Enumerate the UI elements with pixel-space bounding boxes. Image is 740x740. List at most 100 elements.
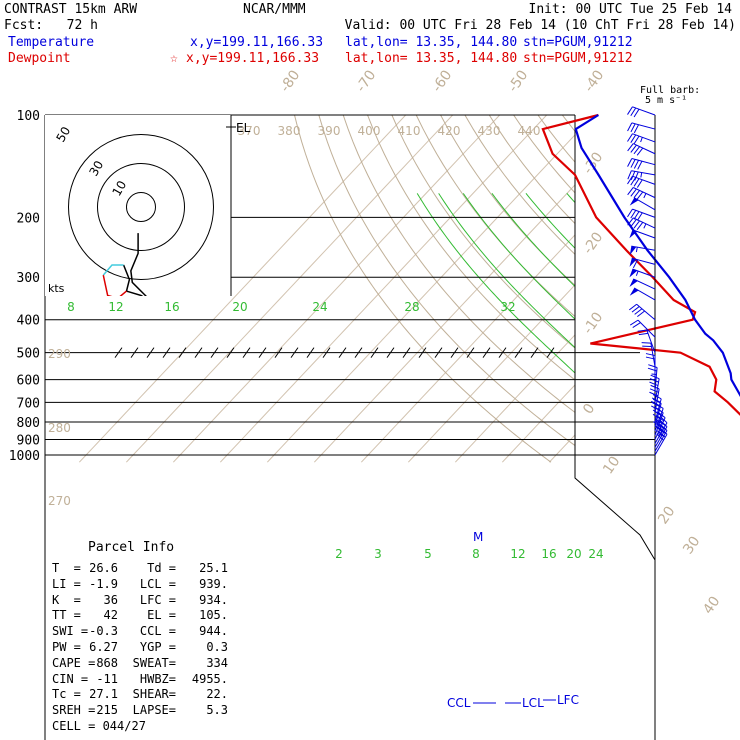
wind-barb	[654, 427, 668, 456]
wind-barb-flag	[629, 229, 638, 239]
wind-barb-half	[657, 432, 662, 437]
wind-barb-full	[630, 219, 637, 227]
wind-barb-full	[659, 420, 668, 428]
wind-barb-shaft	[654, 426, 668, 448]
wind-barb-full	[632, 322, 641, 328]
parcel-info-cell: SHEAR=	[132, 687, 176, 702]
isotherm	[172, 115, 501, 463]
hatch-mark	[114, 347, 123, 358]
wind-barb-full	[653, 421, 662, 428]
parcel-info-cell: CELL = 044/27	[52, 719, 146, 733]
wind-barb-full	[630, 188, 637, 197]
dewpoint-xy: x,y=199.11,166.33	[186, 51, 320, 66]
wind-barb-half	[640, 137, 643, 143]
hodograph-trace-low	[102, 274, 127, 296]
wind-barb-flag	[629, 287, 639, 296]
wind-barb	[629, 229, 656, 239]
wind-barb-shaft	[633, 143, 656, 155]
wind-barb	[654, 420, 668, 448]
wind-barb-full	[637, 329, 647, 332]
hodograph-ring-label: 10	[109, 178, 129, 198]
dewpoint-station: stn=PGUM,91212	[523, 51, 633, 66]
wind-barb-full	[628, 303, 637, 311]
wind-barb-full	[656, 429, 664, 437]
hatch-mark	[498, 347, 507, 358]
wind-barb-full	[633, 220, 640, 229]
wind-barb-full	[633, 124, 640, 134]
wind-barb-full	[647, 367, 657, 372]
lcl-label: LCL	[522, 696, 544, 710]
wind-barb-full	[637, 160, 643, 170]
theta-label: 430	[478, 124, 501, 138]
parcel-info-cell: 215	[96, 703, 118, 718]
isotherm	[78, 115, 407, 463]
wind-barb-full	[650, 374, 660, 380]
wind-barb-full	[633, 146, 640, 155]
wind-barb-full	[656, 422, 664, 430]
wind-barb-full	[633, 190, 640, 199]
isotherm-label: -40	[581, 67, 607, 95]
dry-adiabat	[660, 115, 740, 462]
wind-barb	[627, 143, 656, 156]
el-label: EL	[236, 121, 251, 135]
dry-adiabat	[464, 115, 575, 256]
hatch-mark	[226, 347, 235, 358]
wind-barb-full	[658, 419, 666, 427]
wind-barb-full	[630, 177, 637, 186]
wind-barb-full	[636, 191, 644, 200]
parcel-info-cell: 934.	[199, 592, 228, 607]
wind-barb-full	[630, 171, 636, 181]
parcel-info-cell: 6.27	[89, 640, 118, 654]
wind-barb-full	[627, 143, 634, 152]
hatch-mark	[418, 347, 427, 358]
wind-barb	[629, 319, 656, 338]
parcel-info-cell: CAPE =	[52, 655, 96, 670]
mixing-ratio-label: 3	[374, 547, 382, 561]
parcel-info-title: Parcel Info	[88, 540, 175, 555]
wind-barb-shaft	[631, 157, 656, 166]
wind-barb	[628, 303, 656, 321]
wind-barb-full	[636, 222, 644, 230]
hatch-mark	[450, 347, 459, 358]
parcel-info-cell: Tc =	[52, 687, 81, 702]
wind-barb	[627, 157, 656, 170]
hodograph-trace-mid	[102, 264, 124, 276]
wind-barb-full	[656, 414, 664, 422]
hatch-mark	[130, 347, 139, 358]
mixing-ratio-label: 2	[335, 547, 343, 561]
parcel-info-cell: 5.3	[206, 703, 228, 718]
wind-barb-full	[649, 378, 659, 383]
moist-adiabat-label: 24	[312, 300, 327, 314]
moist-adiabat-label: 28	[404, 300, 419, 314]
temperature-legend-label: Temperature	[8, 35, 95, 50]
moist-adiabat	[462, 193, 575, 320]
wind-barb	[629, 278, 656, 290]
wind-barb-full	[656, 426, 664, 434]
wind-barb-full	[627, 208, 633, 218]
temperature-xy: x,y=199.11,166.33	[190, 35, 324, 50]
dry-adiabat	[513, 115, 575, 194]
isotherm-label: 20	[655, 504, 678, 528]
hodograph-ring-label: 50	[53, 124, 73, 144]
hatch-mark	[402, 347, 411, 358]
wind-barb-shaft	[632, 106, 656, 116]
moist-adiabat-label: 12	[108, 300, 123, 314]
parcel-info-cell: HWBZ=	[139, 671, 176, 686]
theta-label: 420	[438, 124, 461, 138]
hatch-mark	[482, 347, 491, 358]
wind-barb-full	[627, 187, 634, 196]
isotherm	[454, 334, 575, 463]
parcel-info-cell: TT =	[52, 608, 81, 623]
wind-barb-full	[658, 430, 666, 438]
wind-barb-full	[636, 212, 643, 221]
parcel-info-cell: 42	[103, 608, 118, 623]
dry-adiabat-label: 270	[48, 494, 71, 508]
hatch-mark	[210, 347, 219, 358]
wind-barb-flag	[629, 197, 639, 206]
mixing-ratio-label: 12	[510, 547, 525, 561]
isotherm-label: -10	[580, 309, 606, 337]
parcel-info-cell: 4955.	[191, 671, 228, 686]
parcel-info-cell: 26.6	[89, 561, 118, 575]
wind-barb-full	[653, 410, 663, 417]
